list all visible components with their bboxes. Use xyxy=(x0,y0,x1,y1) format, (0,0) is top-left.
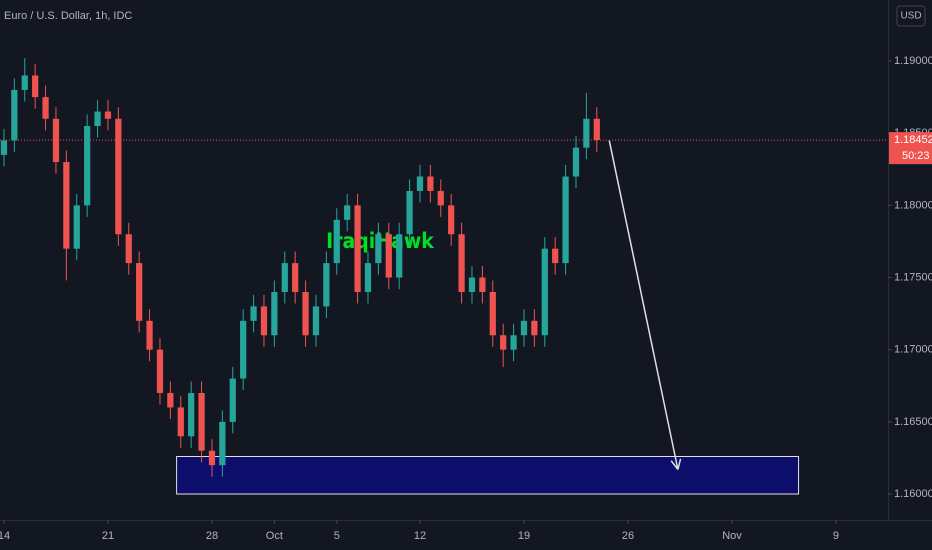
candle-body xyxy=(562,176,569,264)
candle-body xyxy=(229,378,236,422)
candle-body xyxy=(468,277,476,292)
x-tick-label: 19 xyxy=(518,530,530,542)
candle-body xyxy=(541,248,548,336)
y-tick-label: 1.16500 xyxy=(894,416,932,428)
candle-body xyxy=(219,421,226,466)
last-price-label: 1.18452 xyxy=(894,134,932,146)
candle-body xyxy=(0,140,8,155)
candle-body xyxy=(572,147,580,177)
arrow-head xyxy=(670,460,679,470)
x-tick-label: 28 xyxy=(206,530,218,542)
candle-body xyxy=(552,248,559,264)
candle-body xyxy=(479,277,486,292)
chart-title: Euro / U.S. Dollar, 1h, IDC xyxy=(4,10,132,22)
candle-body xyxy=(396,234,403,278)
candle-body xyxy=(188,392,195,437)
candle-body xyxy=(385,234,392,278)
candle-body xyxy=(344,205,351,220)
x-tick-label: 5 xyxy=(334,530,340,542)
candle-body xyxy=(73,205,80,249)
candle-body xyxy=(198,392,205,451)
candle-body xyxy=(104,111,112,119)
candle-body xyxy=(146,320,153,350)
candle-body xyxy=(437,190,444,206)
currency-label[interactable]: USD xyxy=(900,11,921,22)
x-tick-label: 12 xyxy=(414,530,426,542)
candle-body xyxy=(52,118,60,163)
candle-body xyxy=(84,125,91,206)
candle-body xyxy=(136,263,143,321)
x-tick-label: Nov xyxy=(722,530,742,542)
x-tick-label: 14 xyxy=(0,530,10,542)
candle-body xyxy=(94,111,101,126)
candle-body xyxy=(323,263,330,307)
candle-body xyxy=(156,349,164,393)
candle-body xyxy=(281,263,288,292)
candle-body xyxy=(458,234,465,292)
candle-body xyxy=(312,306,320,336)
candle-body xyxy=(250,306,257,321)
candle-body xyxy=(21,75,28,90)
candle-body xyxy=(292,263,299,292)
x-tick-label: Oct xyxy=(266,530,283,542)
candle-body xyxy=(416,176,424,191)
currency-button[interactable] xyxy=(896,5,926,27)
candle-body xyxy=(520,320,528,336)
candle-body xyxy=(333,219,340,264)
candle-body xyxy=(63,162,70,249)
y-tick-label: 1.17500 xyxy=(894,271,932,283)
y-tick-label: 1.19000 xyxy=(894,55,932,67)
arrow-line xyxy=(608,140,679,470)
arrow-head xyxy=(677,458,682,470)
candle-body xyxy=(271,291,278,336)
y-tick-label: 1.18000 xyxy=(894,199,932,211)
candle-body xyxy=(364,263,372,292)
candle-body xyxy=(260,306,268,336)
candle-body xyxy=(42,97,49,119)
y-tick-label: 1.17000 xyxy=(894,344,932,356)
last-price-box xyxy=(889,132,932,165)
candle-body xyxy=(375,234,382,264)
x-tick-label: 26 xyxy=(622,530,634,542)
x-tick-label: 21 xyxy=(102,530,114,542)
candle-body xyxy=(177,407,184,437)
candle-body xyxy=(115,118,122,235)
y-tick-label: 1.16000 xyxy=(894,488,932,500)
candle-body xyxy=(125,234,132,264)
candle-body xyxy=(489,291,496,336)
candle-body xyxy=(583,118,590,148)
candle-body xyxy=(240,320,247,379)
candle-body xyxy=(208,450,216,466)
demand-zone xyxy=(176,455,800,495)
candle-body xyxy=(32,75,39,98)
candle-body xyxy=(500,335,507,350)
candle-body xyxy=(510,335,517,350)
x-tick-label: 9 xyxy=(833,530,839,542)
countdown-label: 50:23 xyxy=(902,150,930,162)
candle-body xyxy=(593,118,600,141)
candle-body xyxy=(354,205,361,292)
candle-body xyxy=(531,320,538,336)
candle-body xyxy=(302,291,309,336)
candle-body xyxy=(406,190,413,235)
candle-body xyxy=(448,205,455,235)
candle-body xyxy=(167,392,174,408)
candle-body xyxy=(427,176,434,191)
candle-body xyxy=(11,89,18,141)
